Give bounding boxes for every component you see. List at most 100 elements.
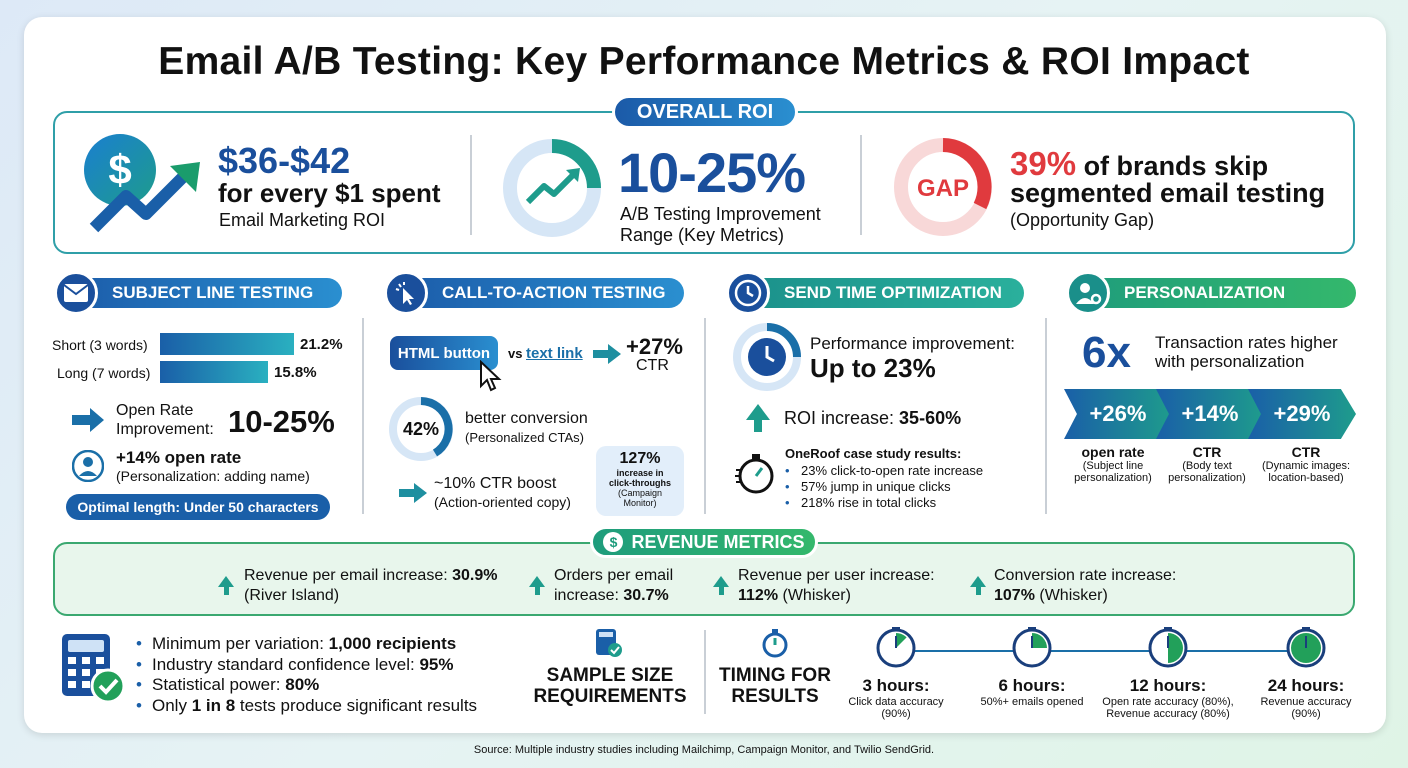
callout-line-2: click-throughs — [608, 478, 671, 488]
clock-icon — [726, 271, 770, 315]
bar-value-short: 21.2% — [300, 336, 343, 353]
divider — [362, 318, 364, 514]
user-icon — [72, 450, 104, 482]
arrow-right-icon — [72, 408, 104, 432]
arrow-up-stem — [224, 586, 229, 595]
chevron-caption: CTR (Dynamic images: location-based) — [1254, 444, 1358, 484]
stopwatch-icon — [876, 626, 916, 673]
case-item: 57% jump in unique clicks — [785, 479, 983, 495]
gap-pct: 39% — [1010, 145, 1077, 182]
revenue-item: Orders per email increase: 30.7% — [554, 566, 673, 606]
chevron-ctr-images: +29% — [1248, 389, 1356, 439]
cta-ctr-label: CTR — [636, 357, 669, 374]
timeline-time: 12 hours: — [1129, 676, 1207, 695]
metric-caption: personalization) — [1074, 472, 1152, 484]
timeline-line — [896, 650, 1306, 652]
callout-caption-1: (Campaign — [617, 488, 663, 498]
metric-caption: location-based) — [1268, 472, 1344, 484]
callout-caption-2: Monitor) — [623, 498, 657, 508]
case-title: OneRoof case study results: — [785, 446, 962, 461]
stopwatch-icon — [735, 454, 774, 494]
user-gear-icon — [1066, 271, 1110, 315]
arrow-up-stem — [754, 418, 762, 432]
text-link-demo: text link — [526, 345, 583, 362]
perf-line: Performance improvement: — [810, 334, 1016, 353]
cta-ctr-value: +27% — [626, 334, 683, 359]
revenue-text: (Whisker) — [1034, 587, 1108, 604]
metric-label: open rate — [1081, 444, 1145, 460]
personal-open-rate: +14% open rate — [116, 448, 242, 467]
stopwatch-icon — [1148, 626, 1188, 673]
metric-caption: (Subject line — [1082, 460, 1144, 472]
revenue-value: 30.7% — [623, 587, 669, 604]
divider — [1045, 318, 1047, 514]
callout-value: 127% — [619, 450, 661, 467]
revenue-item: Revenue per user increase: 112% (Whisker… — [738, 566, 935, 606]
metric-caption: (Dynamic images: — [1261, 460, 1351, 472]
vs-label: vs — [508, 346, 523, 361]
arrow-right-icon — [593, 344, 621, 364]
open-rate-value: 10-25% — [228, 404, 335, 439]
conversion-caption: (Personalized CTAs) — [465, 430, 584, 445]
case-item: 23% click-to-open rate increase — [785, 463, 983, 479]
divider — [860, 135, 862, 235]
multiplier-line-1: Transaction rates higher — [1155, 333, 1338, 352]
timeline-caption: Revenue accuracy (80%) — [1106, 708, 1230, 720]
open-rate-label-2: Improvement: — [116, 421, 214, 438]
timeline-caption: Revenue accuracy — [1260, 696, 1352, 708]
roi-caption: Email Marketing ROI — [219, 210, 386, 230]
revenue-text: Revenue per email increase: — [244, 567, 453, 584]
chevron-open-rate: +26% — [1064, 389, 1172, 439]
sample-list: Minimum per variation: 1,000 recipients … — [136, 634, 477, 716]
bar-label-long: Long (7 words) — [57, 365, 151, 381]
send-roi-value: 35-60% — [899, 408, 962, 428]
gap-icon-label: GAP — [917, 175, 969, 202]
arrow-up-stem — [719, 586, 724, 595]
calculator-check-icon — [62, 634, 126, 704]
overall-roi-panel — [53, 111, 1355, 254]
calculator-small-icon — [596, 629, 622, 657]
revenue-value: 30.9% — [452, 567, 498, 584]
revenue-value: 107% — [994, 587, 1035, 604]
source-note: Source: Multiple industry studies includ… — [473, 744, 935, 756]
revenue-text: increase: — [554, 587, 624, 604]
timing-label-1: TIMING FOR — [719, 665, 831, 686]
revenue-text: (River Island) — [244, 587, 340, 604]
personalization-pill: PERSONALIZATION — [1068, 278, 1356, 308]
cursor-click-icon — [384, 271, 428, 315]
send-time-pill: SEND TIME OPTIMIZATION — [728, 278, 1024, 308]
send-roi: ROI increase: 35-60% — [784, 408, 961, 429]
page-title: Email A/B Testing: Key Performance Metri… — [158, 40, 1250, 83]
stopwatch-small-icon — [762, 629, 788, 658]
svg-text:$: $ — [108, 146, 131, 193]
revenue-text: Revenue per user increase: — [738, 567, 935, 584]
optimal-length-badge: Optimal length: Under 50 characters — [66, 494, 330, 520]
timeline-caption: Click data accuracy — [848, 696, 944, 708]
sample-label-1: SAMPLE SIZE — [546, 665, 674, 686]
timeline-caption: (90%) — [1291, 708, 1321, 720]
revenue-item: Revenue per email increase: 30.9% (River… — [244, 566, 497, 606]
sample-label-2: REQUIREMENTS — [533, 686, 687, 707]
campaign-monitor-callout: 127% increase in click-throughs (Campaig… — [596, 446, 684, 516]
timeline-point: 12 hours: Open rate accuracy (80%), Revenu… — [1093, 676, 1243, 720]
timeline-caption: (90%) — [881, 708, 911, 720]
ab-improvement-value: 10-25% — [618, 141, 806, 204]
ab-improvement-ring-icon — [503, 139, 601, 237]
timing-label-2: RESULTS — [731, 686, 819, 707]
roi-value: $36-$42 — [218, 140, 351, 181]
revenue-item: Conversion rate increase: 107% (Whisker) — [994, 566, 1176, 606]
roi-line: for every $1 spent — [218, 178, 441, 208]
dollar-growth-icon: $ — [84, 134, 200, 233]
cta-pill: CALL-TO-ACTION TESTING — [386, 278, 684, 308]
bar-long — [160, 361, 268, 383]
chevron-ctr-body: +14% — [1156, 389, 1264, 439]
send-roi-label: ROI increase: — [784, 408, 900, 428]
sample-item: Statistical power: 80% — [136, 675, 477, 696]
timeline-point: 3 hours: Click data accuracy (90%) — [821, 676, 971, 720]
gap-ring-icon: GAP — [894, 138, 992, 236]
arrow-up-icon — [970, 576, 986, 587]
sample-item: Minimum per variation: 1,000 recipients — [136, 634, 477, 655]
revenue-pill: $ REVENUE METRICS — [590, 526, 818, 558]
chevron-caption: open rate (Subject line personalization) — [1064, 444, 1162, 484]
timeline-point: 24 hours: Revenue accuracy (90%) — [1231, 676, 1381, 720]
